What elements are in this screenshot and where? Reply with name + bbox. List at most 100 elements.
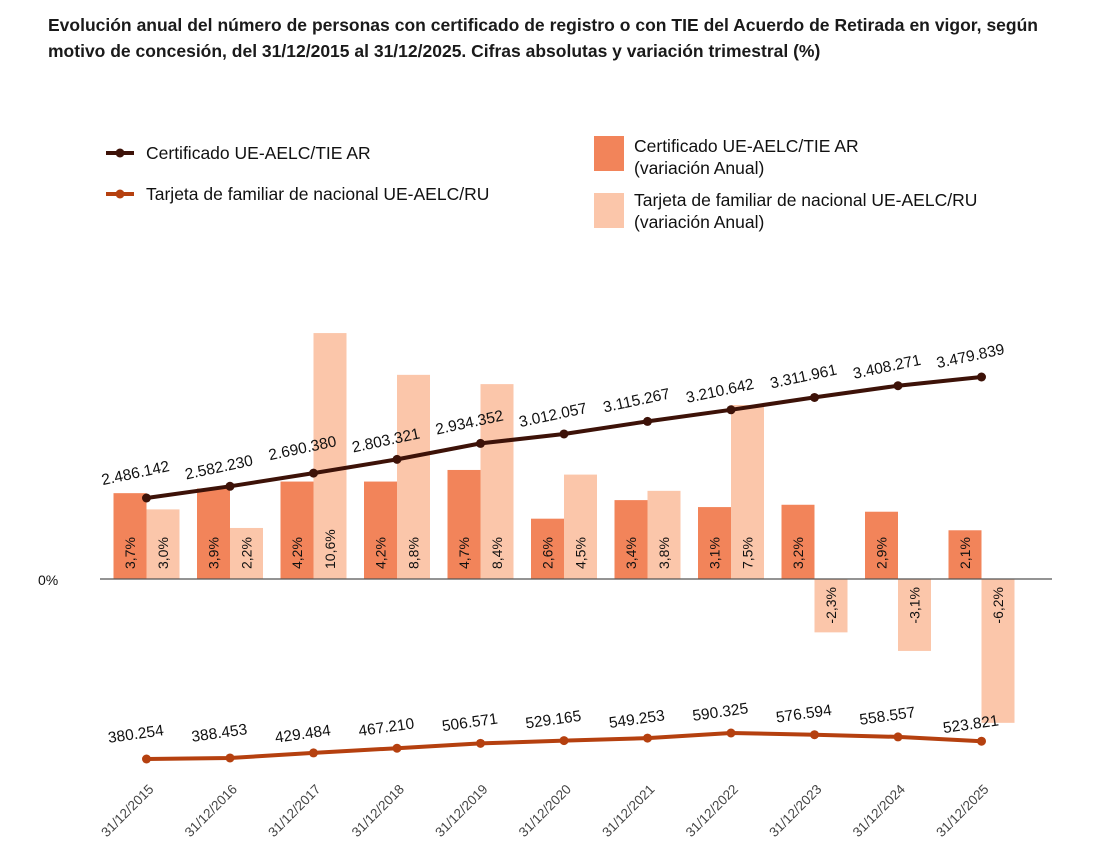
bar-label-series2-3: 8,8% [406,537,422,569]
bar-series1-2 [280,481,314,579]
bar-label-series1-0: 3,7% [122,537,138,569]
bar-label-series2-6: 3,8% [656,537,672,569]
line-series1-point-10 [977,372,986,382]
line-label-series1-7: 3.210.642 [685,376,756,407]
line-label-series1-1: 2.582.230 [184,452,255,483]
line-label-series1-9: 3.408.271 [852,352,923,383]
line-label-series2-0: 380.254 [107,722,165,747]
line-series2-point-5 [559,736,569,746]
line-label-series1-0: 2.486.142 [100,458,171,489]
bar-label-series2-7: 7,5% [740,537,756,569]
bar-label-series2-2: 10,6% [322,529,338,569]
bar-series1-10 [948,530,982,579]
line-label-series2-3: 467.210 [357,715,415,740]
bar-series1-4 [447,469,481,579]
line-series1-point-8 [810,392,819,402]
bar-label-series1-9: 2,9% [874,537,890,569]
x-tick-label-2: 31/12/2017 [265,782,323,840]
x-tick-label-4: 31/12/2019 [432,782,490,840]
bar-label-series1-3: 4,2% [373,537,389,569]
line-series1-point-4 [476,438,485,448]
bar-series2-7 [731,405,764,579]
line-series2-point-1 [225,753,235,763]
legend-item-line1: Certificado UE-AELC/TIE AR [106,143,371,163]
line-series2-point-9 [893,732,903,742]
legend-line1-marker [115,148,125,158]
line-label-series2-9: 558.557 [858,704,916,729]
bar-layer [113,333,1015,723]
line-series2-point-8 [810,730,819,740]
line-label-series2-1: 388.453 [190,721,248,746]
line-series2-point-6 [643,733,652,743]
x-tick-label-10: 31/12/2025 [933,782,991,840]
bar-series1-0 [113,493,147,579]
legend-bar2-swatch [594,193,624,228]
line-series1-point-2 [309,468,318,478]
chart-title: Evolución anual del número de personas c… [48,15,1038,61]
x-tick-label-8: 31/12/2023 [766,782,824,840]
bar-label-series2-5: 4,5% [573,537,589,569]
x-tick-label-1: 31/12/2016 [182,782,240,840]
bar-label-series2-1: 2,2% [239,537,255,569]
x-tick-label-5: 31/12/2020 [516,782,574,840]
x-tick-label-9: 31/12/2024 [850,781,909,840]
line-label-series1-10: 3.479.839 [935,341,1006,372]
legend-line2-marker [115,189,125,199]
bar-series2-2 [313,333,347,579]
bar-series2-6 [647,490,681,579]
bar-label-series2-4: 8,4% [489,537,505,569]
legend-item-line2: Tarjeta de familiar de nacional UE-AELC/… [106,184,489,204]
line-series2-point-4 [476,738,485,748]
bar-series2-1 [230,527,263,579]
bar-label-series1-8: 3,2% [790,537,806,569]
bar-label-series2-9: -3,1% [907,587,923,624]
zero-label: 0% [38,572,58,588]
bar-label-series2-8: -2,3% [823,587,839,624]
bar-series2-5 [564,474,597,579]
line-series2-point-2 [309,748,318,758]
line-series2-point-0 [142,754,151,764]
bar-series2-0 [146,509,180,579]
bar-series2-9 [898,579,931,651]
x-axis-labels: 31/12/2015 31/12/2016 31/12/2017 31/12/2018… [98,781,991,840]
line-label-series2-5: 529.165 [524,708,582,733]
line-layer [142,372,986,764]
line-label-series1-6: 3.115.267 [602,386,672,417]
bar-label-series2-0: 3,0% [155,537,171,569]
bar-series2-3 [397,374,430,579]
x-tick-label-0: 31/12/2015 [98,782,156,840]
line-series1-point-6 [643,416,652,426]
bar-series1-9 [865,511,898,579]
legend-item-bar2: Tarjeta de familiar de nacional UE-AELC/… [594,190,977,232]
bar-label-series1-7: 3,1% [707,537,723,569]
line-series1-point-3 [392,454,402,464]
line-series1-point-7 [726,405,736,415]
bar-label-series1-2: 4,2% [289,537,305,569]
legend-line2-label: Tarjeta de familiar de nacional UE-AELC/… [146,184,489,204]
bar-label-series1-1: 3,9% [206,537,222,569]
line-label-series2-8: 576.594 [775,702,833,727]
line-series2-point-10 [977,736,986,746]
bar-label-series1-6: 3,4% [623,537,639,569]
line-label-series2-10: 523.821 [942,712,1000,737]
bar-series1-6 [614,500,648,579]
bar-series1-7 [698,507,731,579]
line-series1-point-0 [142,493,151,503]
bar-series1-5 [531,518,564,579]
legend-item-bar1: Certificado UE-AELC/TIE AR (variación An… [594,136,859,178]
legend-line1-label: Certificado UE-AELC/TIE AR [146,143,371,163]
line-label-series2-2: 429.484 [274,722,332,747]
legend-bar1-swatch [594,136,624,171]
line-label-series2-4: 506.571 [441,711,499,736]
bar-series1-8 [781,504,815,579]
bar-label-series1-10: 2,1% [957,537,973,569]
legend-bar2-label: Tarjeta de familiar de nacional UE-AELC/… [634,190,977,210]
legend-bar2-sublabel: (variación Anual) [634,212,764,232]
bar-label-series1-5: 2,6% [540,537,556,569]
legend-bar1-sublabel: (variación Anual) [634,158,764,178]
line-series1-point-5 [559,429,569,439]
line-series2-point-7 [726,728,736,738]
legend: Certificado UE-AELC/TIE AR Tarjeta de fa… [106,136,977,232]
line-label-series1-8: 3.311.961 [769,362,839,393]
